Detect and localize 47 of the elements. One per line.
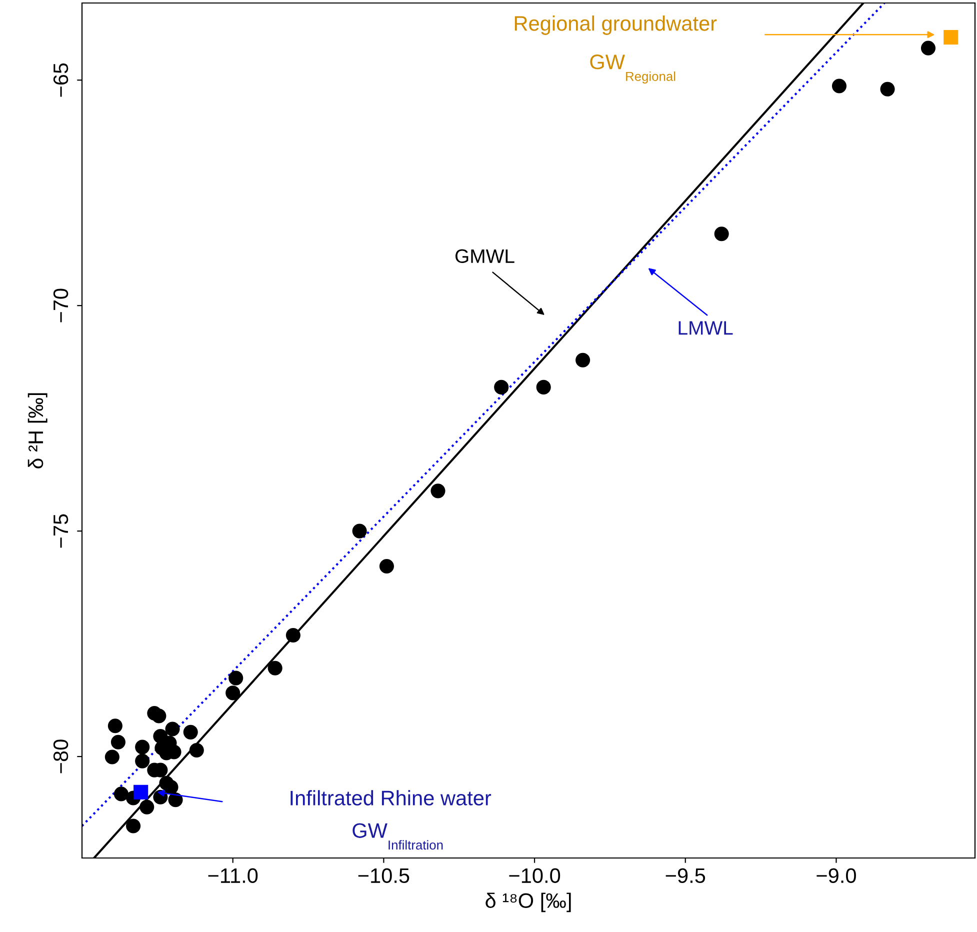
x-tick-label: −9.5 bbox=[666, 868, 706, 884]
x-axis-title: δ ¹⁸O [‰] bbox=[486, 892, 571, 912]
point bbox=[268, 660, 282, 676]
x-tick-label: −10.5 bbox=[358, 868, 410, 884]
y-tick-label: −65 bbox=[53, 63, 68, 97]
point bbox=[110, 734, 126, 750]
point bbox=[135, 740, 150, 754]
annotation: Infiltrated Rhine water bbox=[290, 790, 492, 806]
point bbox=[104, 750, 120, 764]
point bbox=[576, 352, 590, 368]
point bbox=[135, 754, 150, 768]
annotation: GMWL bbox=[455, 249, 514, 264]
y-tick-label: −75 bbox=[54, 514, 68, 548]
point bbox=[126, 818, 141, 834]
y-tick-label: −70 bbox=[53, 288, 68, 322]
point bbox=[183, 724, 198, 740]
point bbox=[536, 380, 551, 394]
x-tick-label: −10.0 bbox=[509, 868, 560, 884]
y-axis-title: δ ²H [‰] bbox=[28, 393, 48, 468]
annotation: GWRegional bbox=[590, 54, 676, 84]
point bbox=[189, 742, 204, 758]
annotation: Regional groundwater bbox=[514, 16, 717, 35]
point bbox=[832, 78, 847, 94]
annotation: LMWL bbox=[678, 321, 733, 335]
x-tick-label: −9.0 bbox=[816, 868, 856, 884]
point bbox=[494, 380, 509, 394]
point bbox=[226, 686, 240, 700]
x-tick-label: −11.0 bbox=[208, 868, 258, 884]
point bbox=[880, 82, 895, 96]
point bbox=[379, 558, 394, 574]
point bbox=[152, 708, 166, 724]
point bbox=[228, 670, 244, 686]
point bbox=[944, 30, 958, 45]
point bbox=[286, 628, 300, 643]
point bbox=[920, 40, 936, 56]
point bbox=[114, 786, 129, 802]
y-tick-label: −80 bbox=[53, 740, 68, 774]
point bbox=[714, 226, 729, 242]
point bbox=[168, 792, 183, 808]
point bbox=[430, 484, 446, 498]
point bbox=[108, 718, 122, 734]
point bbox=[164, 780, 178, 794]
point bbox=[134, 784, 148, 800]
point bbox=[165, 722, 180, 736]
annotation: GWInfiltration bbox=[352, 823, 443, 850]
point bbox=[352, 524, 367, 538]
point bbox=[140, 800, 154, 814]
